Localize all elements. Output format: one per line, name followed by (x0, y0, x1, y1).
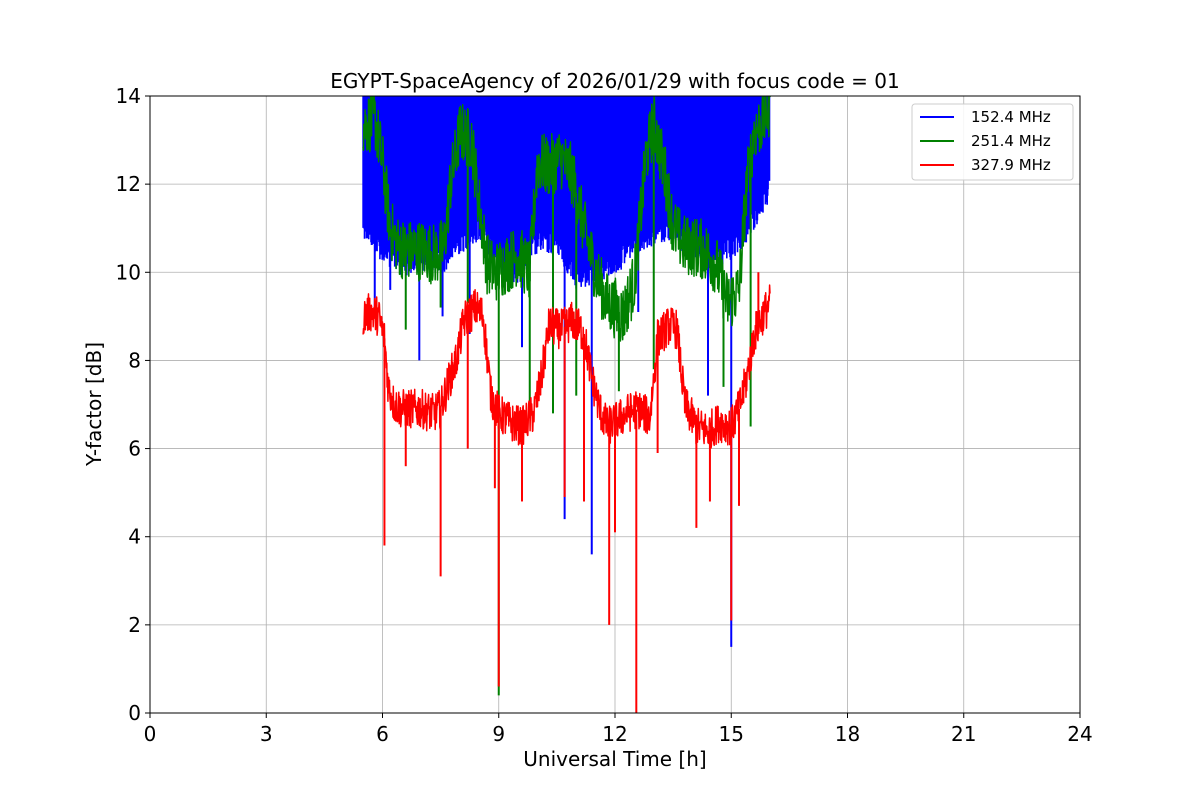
x-tick-label: 6 (376, 722, 389, 746)
y-tick-label: 14 (116, 84, 141, 108)
y-tick-label: 2 (128, 613, 141, 637)
x-axis-label: Universal Time [h] (523, 747, 706, 771)
series-line (362, 284, 771, 449)
legend-label: 152.4 MHz (971, 108, 1051, 126)
series-line (362, 96, 771, 342)
series-152-4 (362, 96, 771, 647)
legend-label: 251.4 MHz (971, 132, 1051, 150)
x-tick-label: 3 (260, 722, 273, 746)
x-tick-label: 18 (835, 722, 860, 746)
x-tick-label: 9 (492, 722, 505, 746)
x-tick-label: 0 (144, 722, 157, 746)
series-327-9 (362, 272, 771, 713)
series-fill (363, 96, 770, 114)
y-tick-label: 8 (128, 348, 141, 372)
x-tick-label: 15 (719, 722, 744, 746)
y-tick-label: 6 (128, 437, 141, 461)
plot-series (362, 96, 771, 713)
y-tick-label: 4 (128, 525, 141, 549)
y-tick-label: 10 (116, 260, 141, 284)
y-axis-label: Y-factor [dB] (82, 342, 106, 467)
y-tick-label: 12 (116, 172, 141, 196)
x-tick-label: 24 (1067, 722, 1092, 746)
legend-box (911, 103, 1074, 181)
legend: 152.4 MHz 251.4 MHz 327.9 MHz (911, 103, 1074, 181)
x-tick-label: 21 (951, 722, 976, 746)
chart-title: EGYPT-SpaceAgency of 2026/01/29 with foc… (330, 69, 899, 93)
x-tick-label: 12 (602, 722, 627, 746)
y-tick-label: 0 (128, 701, 141, 725)
legend-label: 327.9 MHz (971, 156, 1051, 174)
